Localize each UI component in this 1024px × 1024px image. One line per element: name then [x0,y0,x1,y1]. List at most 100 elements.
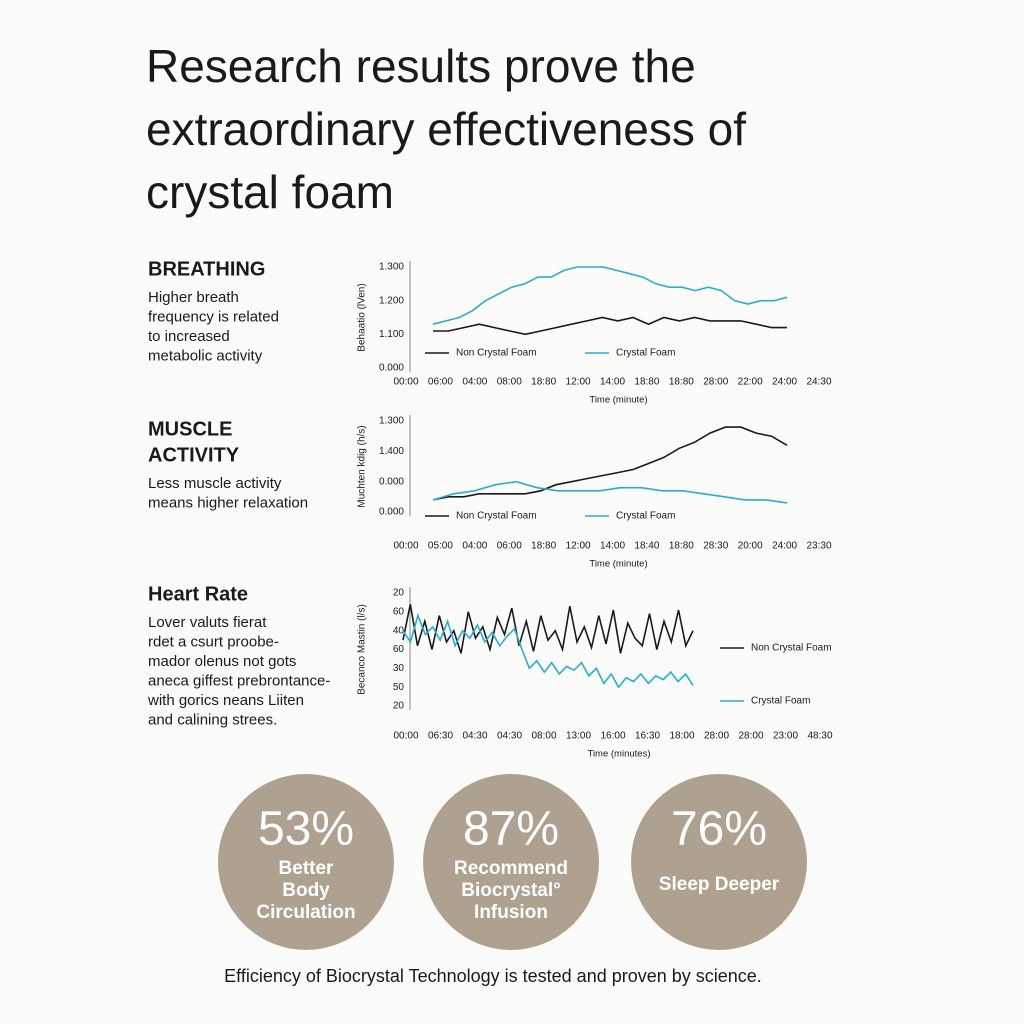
x-tick-label: 06:00 [428,377,453,388]
x-tick-label: 20:00 [738,541,763,552]
x-tick-label: 08:00 [531,731,556,742]
x-tick-label: 16:00 [600,731,625,742]
x-tick-label: 14:00 [600,377,625,388]
x-tick-label: 18:00 [669,731,694,742]
x-tick-label: 06:30 [428,731,453,742]
y-tick-label: 30 [393,663,405,674]
x-tick-label: 00:00 [393,541,418,552]
section-text: Higher breath [148,289,239,306]
series-line [433,316,787,336]
y-tick-label: 50 [393,682,405,693]
section-text: means higher relaxation [148,494,308,511]
section-text: Less muscle activity [148,475,282,492]
y-tick-label: 1.200 [379,295,404,306]
y-tick-label: 20 [393,588,405,599]
y-tick-label: 0.000 [379,363,404,374]
x-tick-label: 23:00 [773,731,798,742]
section-heading: ACTIVITY [148,444,240,466]
legend-label: Non Crystal Foam [456,348,537,359]
series-line [402,613,694,689]
title: crystal foam [146,166,394,218]
section-text: mador olenus not gots [148,653,296,670]
x-tick-label: 08:00 [497,377,522,388]
x-axis-title: Time (minutes) [588,749,651,760]
x-tick-label: 18:80 [531,541,556,552]
y-tick-label: 1.300 [379,416,404,427]
x-tick-label: 24:00 [772,377,797,388]
x-tick-label: 00:00 [393,377,418,388]
series-line [432,426,788,501]
section-text: aneca giffest prebrontance- [148,672,330,689]
x-tick-label: 12:00 [566,377,591,388]
x-tick-label: 00:00 [393,731,418,742]
section-heading: MUSCLE [148,418,232,440]
y-axis-title: Muchten kdig (h/s) [357,425,368,507]
x-tick-label: 13:00 [566,731,591,742]
stat-circle [631,774,807,950]
stat-label: Recommend [454,858,568,879]
x-tick-label: 28:00 [704,731,729,742]
y-tick-label: 60 [393,644,405,655]
legend-label: Non Crystal Foam [456,511,537,522]
stat-circle [218,774,394,950]
x-tick-label: 05:00 [428,541,453,552]
footer: Efficiency of Biocrystal Technology is t… [224,966,762,986]
title: Research results prove the [146,40,696,92]
section-text: to increased [148,328,230,345]
x-tick-label: 22:00 [738,377,763,388]
x-axis-title: Time (minute) [589,559,647,570]
x-tick-label: 04:30 [462,731,487,742]
legend-label: Crystal Foam [616,348,675,359]
stat-circle [423,774,599,950]
stat-label: Biocrystal° [461,880,560,901]
y-tick-label: 0.000 [379,507,404,518]
y-tick-label: 40 [393,625,405,636]
y-tick-label: 20 [393,701,405,712]
stat-value: 53% [258,803,354,856]
x-tick-label: 12:00 [566,541,591,552]
x-tick-label: 28:00 [703,377,728,388]
legend-label: Crystal Foam [616,511,675,522]
section-heading: BREATHING [148,258,265,280]
stat-label: Body [282,880,330,901]
x-tick-label: 24:30 [806,377,831,388]
section-text: with gorics neans Liiten [147,692,304,709]
section-text: rdet a csurt proobe- [148,633,279,650]
x-tick-label: 18:80 [531,377,556,388]
y-tick-label: 60 [393,606,405,617]
section-heading: Heart Rate [148,583,248,605]
y-tick-label: 0.000 [379,476,404,487]
x-tick-label: 18:80 [634,377,659,388]
x-tick-label: 28:30 [703,541,728,552]
x-tick-label: 04:30 [497,731,522,742]
y-tick-label: 1.400 [379,446,404,457]
stat-value: 76% [671,803,767,856]
section-text: frequency is related [148,308,279,325]
y-tick-label: 1.300 [379,262,404,273]
x-tick-label: 18:80 [669,377,694,388]
section-text: Lover valuts fierat [148,614,267,631]
x-tick-label: 16:30 [635,731,660,742]
y-tick-label: 1.100 [379,329,404,340]
x-tick-label: 23:30 [806,541,831,552]
stat-label: Better [279,858,335,879]
title: extraordinary effectiveness of [146,103,746,155]
section-text: and calining strees. [148,711,277,728]
x-axis-title: Time (minute) [589,395,647,406]
x-tick-label: 18:40 [634,541,659,552]
stat-value: 87% [463,803,559,856]
x-tick-label: 04:00 [462,541,487,552]
legend-label: Crystal Foam [751,696,810,707]
series-line [432,480,788,504]
x-tick-label: 04:00 [462,377,487,388]
x-tick-label: 28:00 [738,731,763,742]
x-tick-label: 24:00 [772,541,797,552]
series-line [432,266,788,325]
x-tick-label: 06:00 [497,541,522,552]
legend-label: Non Crystal Foam [751,643,832,654]
y-axis-title: Behaatio (lVen) [357,283,368,351]
x-tick-label: 18:80 [669,541,694,552]
stat-label: Circulation [256,902,355,923]
y-axis-title: Becanco Mastin (l/s) [357,604,368,695]
